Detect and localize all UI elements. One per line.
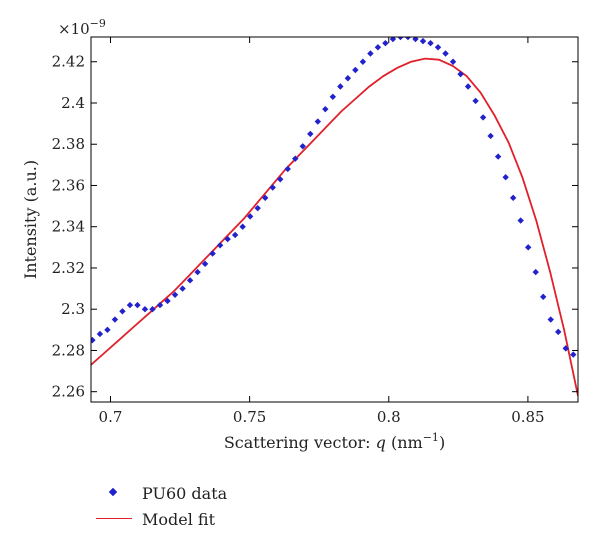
data-point (382, 39, 389, 47)
data-point (149, 306, 156, 313)
x-label-unit: (nm (386, 433, 423, 452)
data-point (171, 291, 179, 298)
data-point (231, 231, 239, 239)
data-point (344, 75, 352, 82)
data-point (156, 301, 164, 309)
series-points-pu60 (91, 37, 577, 358)
legend-item-model-fit: Model fit (96, 506, 227, 532)
data-point (397, 37, 404, 41)
y-tick-label: 2.34 (52, 218, 85, 236)
y-tick-label: 2.32 (52, 259, 85, 277)
data-point (209, 250, 216, 257)
data-point (562, 345, 569, 352)
data-point (434, 44, 442, 51)
data-point (299, 143, 306, 150)
data-point (337, 83, 344, 90)
data-point (329, 93, 337, 101)
data-point (547, 316, 554, 323)
data-point (194, 268, 201, 276)
series-line-model-fit (91, 57, 578, 396)
x-tick-label: 0.7 (99, 408, 123, 426)
x-tick-label: 0.75 (233, 408, 266, 426)
data-point (164, 297, 171, 305)
data-point (284, 165, 291, 173)
y-tick-label: 2.26 (52, 383, 85, 401)
data-point (254, 204, 261, 212)
y-axis-label: Intensity (a.u.) (21, 160, 40, 279)
y-tick-label: 2.28 (52, 341, 85, 359)
data-point (570, 351, 577, 358)
y-tick-label: 2.3 (61, 300, 85, 318)
data-point (246, 213, 254, 220)
data-point (502, 174, 509, 181)
data-point (277, 176, 284, 183)
data-point (532, 268, 539, 276)
data-point (126, 301, 134, 309)
data-point (464, 83, 472, 90)
x-tick-label: 0.8 (377, 408, 401, 426)
legend: PU60 data Model fit (96, 480, 227, 532)
data-point (239, 223, 246, 230)
y-tick-label: 2.4 (61, 94, 85, 112)
data-point (509, 194, 517, 202)
data-point (179, 285, 186, 292)
data-point (91, 336, 96, 344)
data-point (479, 114, 487, 121)
data-point (352, 66, 359, 74)
y-tick-label: 2.36 (52, 176, 85, 194)
data-point (186, 277, 194, 284)
y-multiplier-exp: −9 (90, 17, 106, 30)
legend-label-model-fit: Model fit (142, 509, 216, 529)
x-label-var: q (376, 433, 386, 452)
data-point (412, 37, 419, 43)
data-point (119, 308, 126, 315)
data-point (540, 293, 547, 301)
data-point (374, 44, 382, 51)
x-label-prefix: Scattering vector: (224, 433, 376, 452)
data-point (404, 37, 412, 41)
data-point (96, 330, 104, 338)
data-point (111, 316, 119, 323)
data-point (442, 50, 449, 57)
y-tick-label: 2.38 (52, 135, 85, 153)
x-label-unit-exp: −1 (423, 431, 439, 444)
x-tick-label: 0.85 (511, 408, 544, 426)
data-point (322, 105, 329, 113)
data-point (292, 155, 299, 162)
data-point (359, 58, 367, 65)
data-point (216, 242, 224, 249)
data-point (389, 37, 397, 43)
data-point (419, 37, 427, 45)
data-point (224, 235, 231, 243)
y-multiplier: ×10−9 (58, 17, 106, 38)
legend-marker-diamond-icon (96, 480, 138, 506)
chart: 0.7 0.75 0.8 0.85 2.26 2.28 2.3 2.32 2.34 2.36 2.3… (21, 17, 579, 452)
data-point (524, 244, 532, 251)
data-point (449, 58, 457, 65)
data-point (457, 70, 464, 78)
data-point (314, 118, 322, 125)
legend-line-icon (96, 506, 138, 532)
x-axis-label: Scattering vector: q (nm−1) (224, 431, 445, 452)
data-point (472, 97, 479, 105)
data-point (427, 39, 434, 47)
data-point (555, 328, 562, 336)
data-point (201, 260, 209, 268)
plot-frame (90, 36, 579, 403)
legend-item-pu60: PU60 data (96, 480, 227, 506)
data-point (517, 217, 524, 224)
legend-label-pu60: PU60 data (142, 483, 228, 503)
data-point (269, 184, 276, 191)
data-point (494, 153, 502, 160)
data-point (487, 132, 494, 140)
data-point (134, 301, 141, 309)
x-label-unit-close: ) (439, 433, 445, 452)
data-point (367, 50, 374, 57)
y-multiplier-base: ×10 (58, 20, 90, 38)
data-point (141, 306, 149, 313)
data-point (262, 194, 269, 202)
data-point (307, 130, 314, 138)
data-point (104, 326, 111, 334)
y-tick-label: 2.42 (52, 53, 85, 71)
